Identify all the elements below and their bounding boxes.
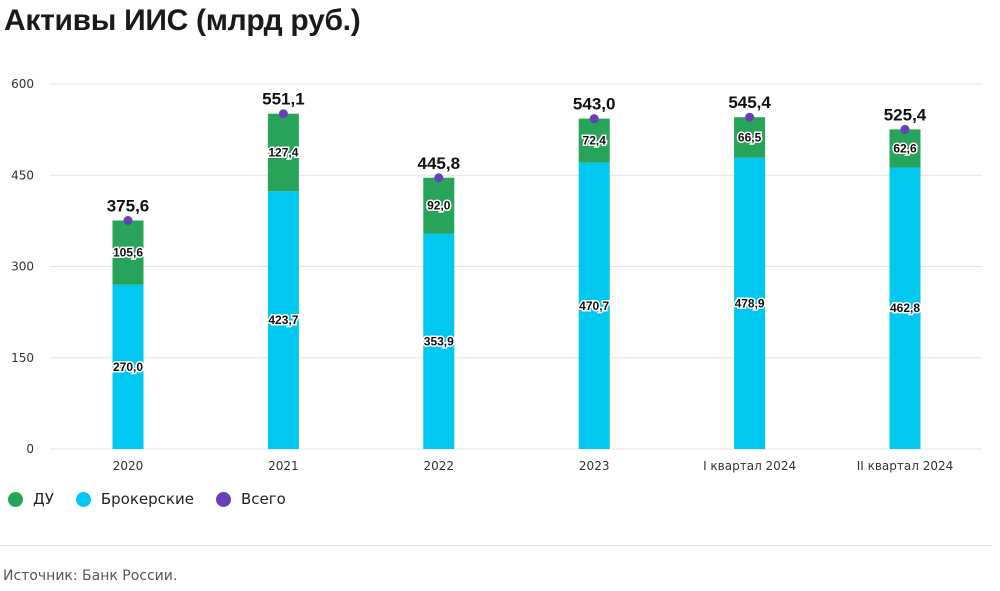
total-label: 445,8 <box>418 154 461 173</box>
data-label-broker: 270,0 <box>113 360 143 374</box>
total-marker <box>278 109 288 119</box>
total-label: 551,1 <box>262 90 305 109</box>
legend-item-broker[interactable]: Брокерские <box>75 490 194 508</box>
total-marker <box>745 112 755 122</box>
bar-broker <box>734 157 766 449</box>
legend-label-total: Всего <box>240 490 286 508</box>
stacked-bar-chart: 0 150 300 450 600 270,0 105,6 375,6 2020 423,7 127… <box>11 77 982 473</box>
total-marker <box>123 216 133 226</box>
bar-du <box>578 118 610 163</box>
legend-label-du: ДУ <box>33 490 54 508</box>
bar-du <box>267 113 299 192</box>
data-label-du: 66,5 <box>738 130 762 144</box>
x-tick-label: I квартал 2024 <box>703 459 796 473</box>
data-label-du: 62,6 <box>893 141 917 155</box>
legend: ДУ Брокерские Всего <box>8 490 286 508</box>
y-tick-label: 150 <box>11 351 34 365</box>
x-tick-label: 2023 <box>579 459 610 473</box>
y-tick-label: 600 <box>11 77 34 91</box>
y-tick-label: 450 <box>11 168 34 182</box>
bar-broker <box>889 167 921 450</box>
bar-broker <box>423 233 455 449</box>
total-marker <box>589 114 599 124</box>
total-marker <box>900 124 910 134</box>
legend-swatch-total <box>215 491 231 507</box>
data-label-du: 92,0 <box>427 199 451 213</box>
legend-item-total[interactable]: Всего <box>215 490 286 508</box>
source-note: Источник: Банк России. <box>3 568 178 584</box>
bar-du <box>734 117 766 158</box>
x-tick-label: 2021 <box>268 459 299 473</box>
data-label-broker: 478,9 <box>735 296 765 310</box>
data-label-broker: 470,7 <box>579 299 609 313</box>
data-label-broker: 462,8 <box>890 301 920 315</box>
x-tick-label: II квартал 2024 <box>857 459 954 473</box>
footer-divider <box>0 545 992 546</box>
bar-du <box>423 177 455 234</box>
data-label-du: 105,6 <box>113 246 143 260</box>
total-label: 525,4 <box>884 105 927 124</box>
total-label: 545,4 <box>728 93 771 112</box>
total-label: 543,0 <box>573 95 616 114</box>
x-tick-label: 2020 <box>113 459 144 473</box>
data-label-broker: 353,9 <box>424 334 454 348</box>
data-label-du: 72,4 <box>583 134 607 148</box>
bar-du <box>889 129 921 168</box>
legend-swatch-broker <box>75 491 91 507</box>
legend-item-du[interactable]: ДУ <box>8 490 54 508</box>
bar-broker <box>112 284 144 449</box>
total-marker <box>434 173 444 183</box>
total-label: 375,6 <box>107 197 150 216</box>
legend-swatch-du <box>8 491 23 507</box>
data-label-broker: 423,7 <box>268 313 298 327</box>
x-tick-label: 2022 <box>424 459 455 473</box>
bar-broker <box>267 191 299 450</box>
legend-label-broker: Брокерские <box>100 490 194 508</box>
y-tick-label: 0 <box>26 442 34 456</box>
data-label-du: 127,4 <box>268 145 298 159</box>
chart-title: Активы ИИС (млрд руб.) <box>4 4 361 37</box>
y-tick-label: 300 <box>11 260 34 274</box>
bar-broker <box>578 162 610 449</box>
bar-du <box>112 220 144 285</box>
